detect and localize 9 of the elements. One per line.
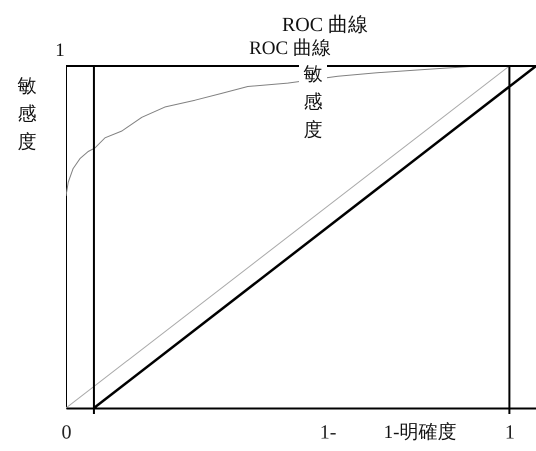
chart-title: ROC 曲線	[282, 14, 368, 36]
x-tick-label: 1-	[320, 422, 336, 444]
y-axis-title: 敏感度	[304, 64, 322, 141]
text: ROC 曲線	[249, 38, 331, 59]
text: 敏感度	[18, 76, 36, 153]
x-axis-title: 1-明確度	[384, 421, 456, 443]
x-tick-label: 1	[504, 422, 515, 444]
text: 1	[55, 40, 65, 61]
x-tick-label: 0	[62, 422, 72, 444]
